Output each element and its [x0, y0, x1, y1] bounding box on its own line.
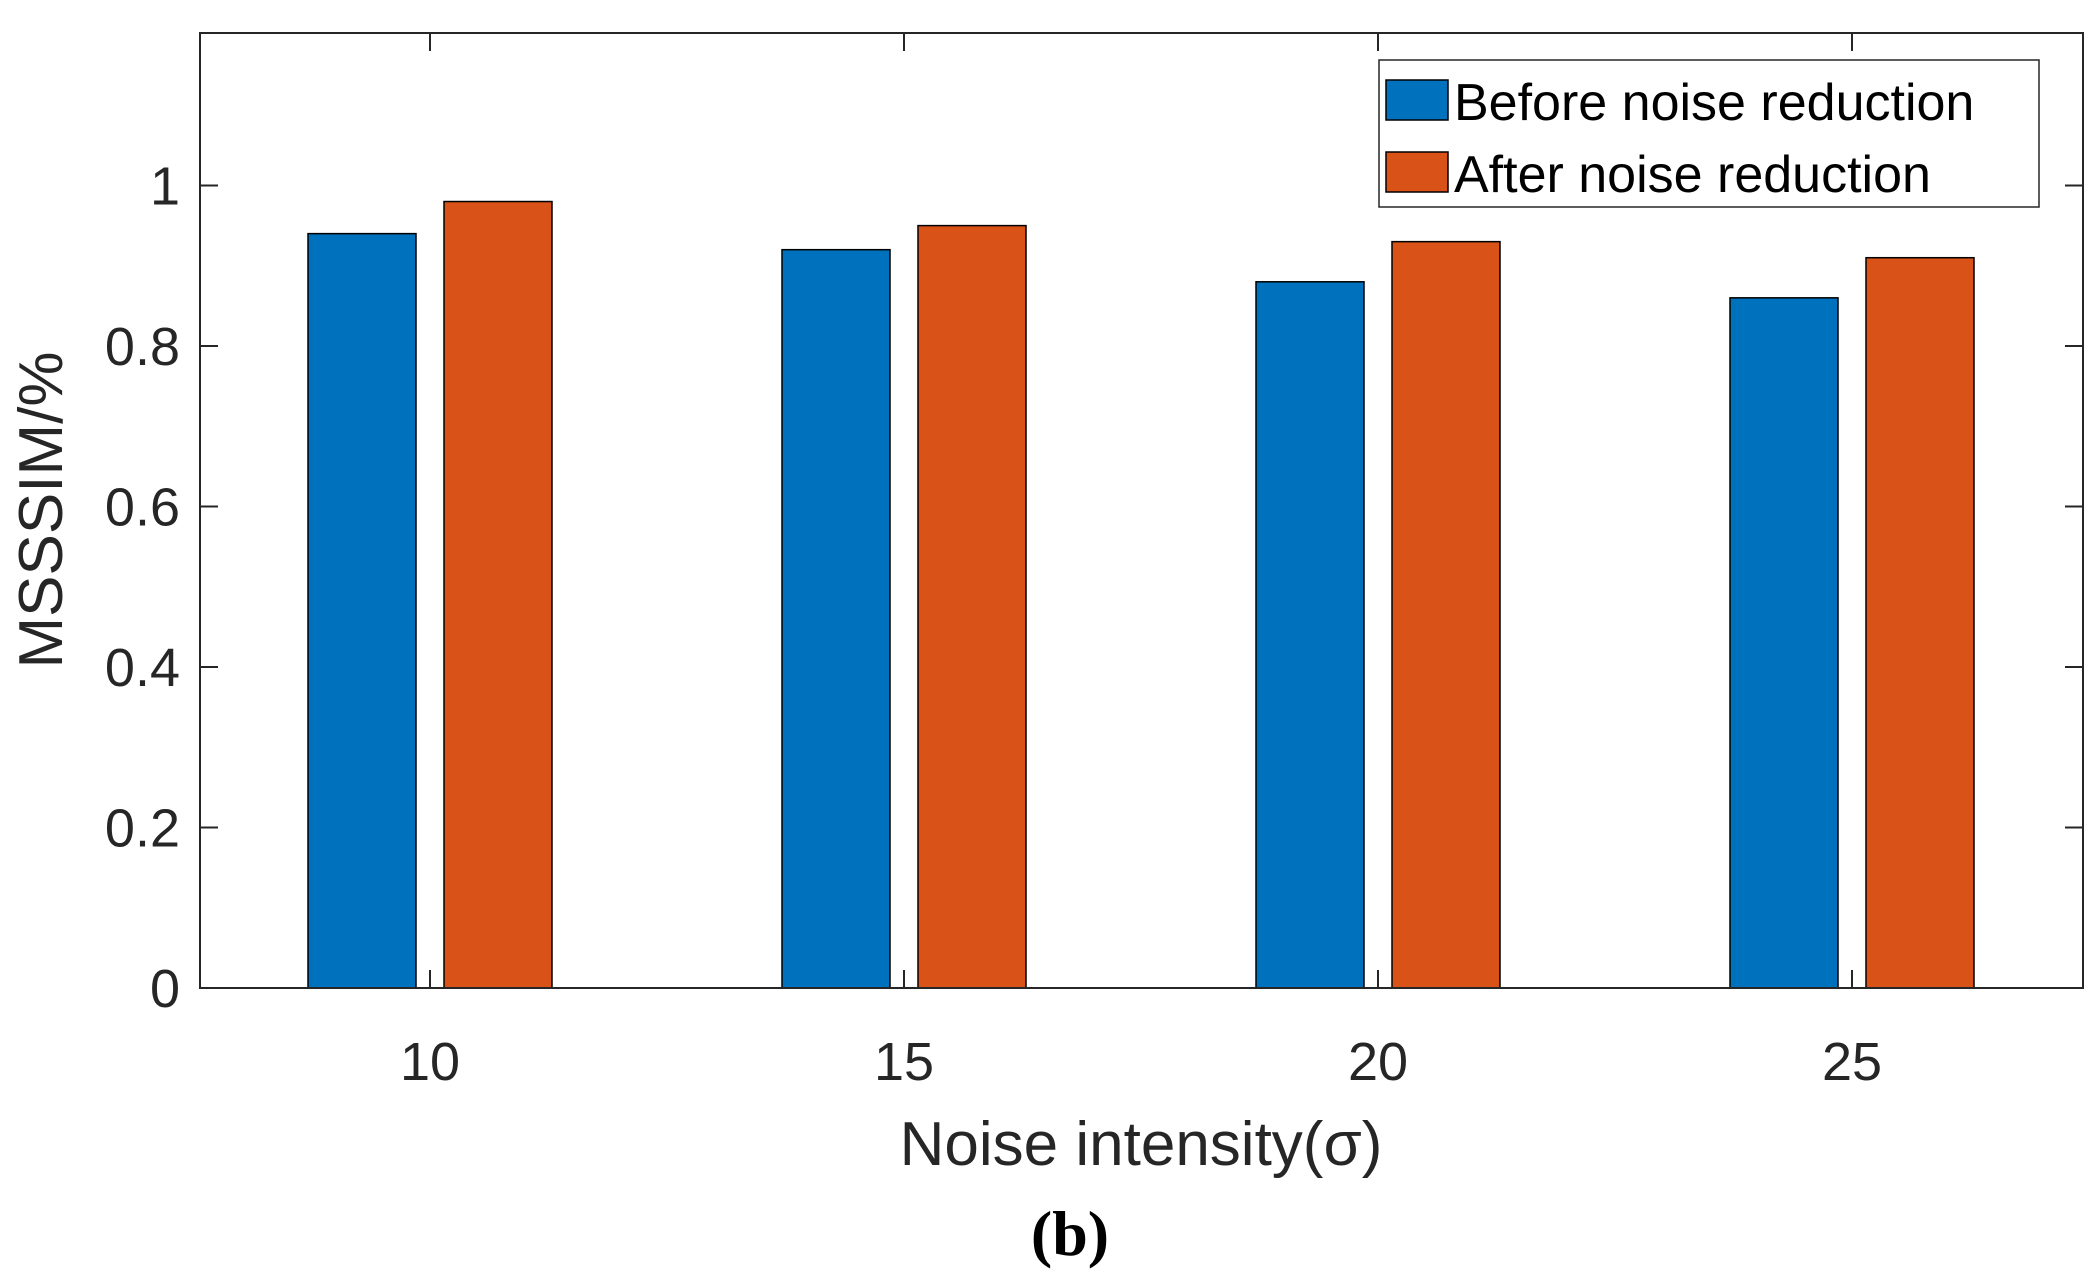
- legend-swatch-before: [1385, 79, 1449, 121]
- x-axis-label: Noise intensity(σ): [900, 1110, 1383, 1179]
- y-tick-label: 0.4: [105, 638, 180, 698]
- bar-before-15: [781, 248, 891, 989]
- y-tick-label: 0: [150, 959, 180, 1019]
- y-tick-label: 0.6: [105, 477, 180, 537]
- y-tick-label: 1: [150, 156, 180, 216]
- legend: Before noise reduction After noise reduc…: [1378, 59, 2040, 208]
- y-axis-label: MSSSIM/%: [7, 352, 76, 669]
- legend-label-after: After noise reduction: [1454, 146, 1931, 204]
- x-tick-label: 15: [874, 1032, 934, 1092]
- x-tick-label: 25: [1822, 1032, 1882, 1092]
- bar-after-10: [443, 200, 553, 989]
- axes-box: [199, 32, 2084, 989]
- bar-before-25: [1729, 297, 1839, 989]
- figure-caption: (b): [1031, 1198, 1109, 1269]
- ticks-layer: 10 15 20 25 0 0.2 0.4 0.6 0.8 1: [105, 33, 2083, 1092]
- x-tick-label: 20: [1348, 1032, 1408, 1092]
- legend-swatch-after: [1385, 151, 1449, 193]
- y-tick-label: 0.8: [105, 317, 180, 377]
- bar-before-10: [307, 232, 417, 989]
- bar-before-20: [1255, 281, 1365, 989]
- bar-after-15: [917, 224, 1027, 989]
- bar-after-25: [1865, 256, 1975, 989]
- legend-box: [1378, 59, 2040, 208]
- y-tick-label: 0.2: [105, 798, 180, 858]
- x-tick-label: 10: [400, 1032, 460, 1092]
- bars-layer: [307, 200, 1975, 989]
- legend-label-before: Before noise reduction: [1454, 74, 1974, 132]
- bar-after-20: [1391, 240, 1501, 989]
